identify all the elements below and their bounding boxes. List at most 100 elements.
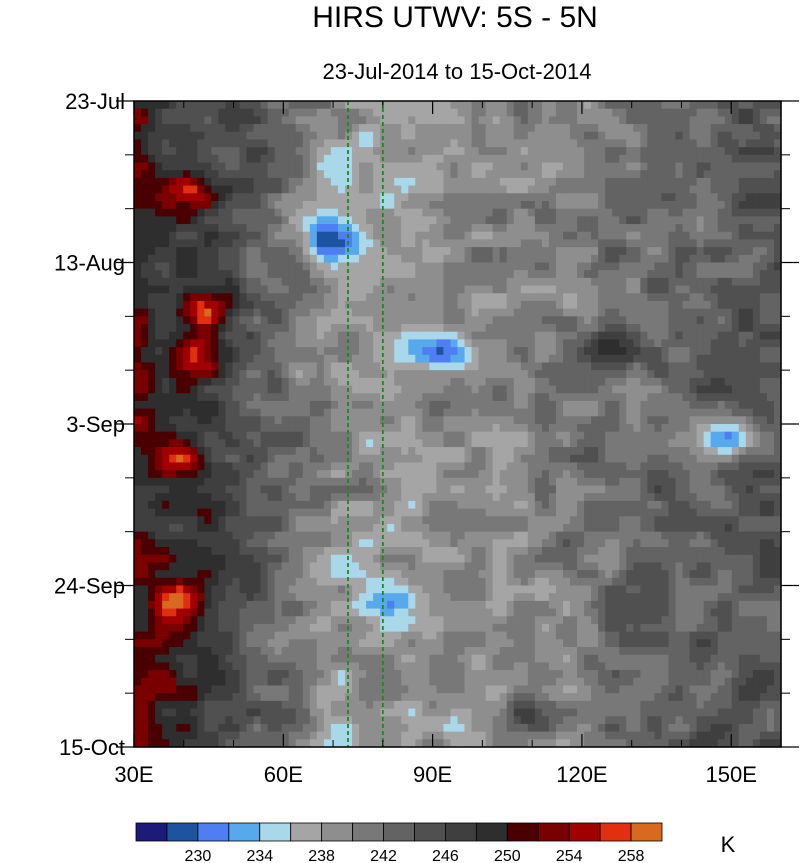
- heatmap-cell: [267, 216, 276, 225]
- heatmap-cell: [239, 101, 248, 110]
- heatmap-cell: [450, 216, 459, 225]
- heatmap-cell: [373, 293, 381, 302]
- heatmap-cell: [169, 300, 177, 310]
- heatmap-cell: [752, 116, 761, 125]
- heatmap-cell: [239, 400, 248, 410]
- heatmap-cell: [633, 316, 641, 325]
- heatmap-cell: [717, 139, 726, 148]
- heatmap-cell: [492, 231, 501, 241]
- heatmap-cell: [541, 285, 550, 294]
- heatmap-cell: [141, 470, 149, 479]
- heatmap-cell: [703, 262, 712, 271]
- heatmap-cell: [302, 300, 311, 310]
- heatmap-cell: [696, 462, 705, 471]
- heatmap-cell: [548, 339, 557, 348]
- heatmap-cell: [682, 124, 691, 133]
- heatmap-cell: [169, 400, 177, 410]
- heatmap-cell: [738, 377, 747, 387]
- heatmap-cell: [478, 408, 487, 417]
- heatmap-cell: [295, 370, 304, 379]
- heatmap-cell: [387, 154, 395, 164]
- heatmap-cell: [492, 431, 501, 440]
- heatmap-cell: [260, 108, 269, 117]
- heatmap-cell: [661, 116, 670, 125]
- heatmap-cell: [527, 154, 536, 164]
- heatmap-cell: [766, 316, 775, 325]
- heatmap-cell: [232, 324, 241, 333]
- heatmap-cell: [450, 262, 459, 271]
- heatmap-cell: [148, 116, 156, 125]
- heatmap-cell: [183, 154, 191, 164]
- heatmap-cell: [492, 393, 501, 402]
- heatmap-cell: [605, 485, 613, 494]
- heatmap-cell: [766, 293, 775, 302]
- heatmap-cell: [710, 139, 719, 148]
- heatmap-cell: [738, 362, 747, 371]
- heatmap-cell: [274, 339, 283, 348]
- heatmap-cell: [584, 108, 592, 117]
- heatmap-cell: [246, 216, 255, 225]
- heatmap-cell: [408, 477, 416, 487]
- heatmap-cell: [408, 139, 416, 148]
- heatmap-cell: [323, 162, 332, 171]
- heatmap-cell: [485, 247, 494, 256]
- heatmap-cell: [745, 254, 754, 264]
- heatmap-cell: [309, 270, 318, 279]
- heatmap-cell: [366, 231, 374, 241]
- heatmap-cell: [359, 400, 367, 410]
- heatmap-cell: [626, 270, 634, 279]
- heatmap-cell: [654, 247, 663, 256]
- heatmap-cell: [499, 385, 508, 394]
- heatmap-cell: [415, 447, 423, 456]
- heatmap-cell: [499, 285, 508, 294]
- heatmap-cell: [562, 316, 571, 325]
- heatmap-cell: [717, 500, 726, 510]
- heatmap-cell: [387, 347, 395, 356]
- heatmap-cell: [548, 231, 557, 241]
- heatmap-cell: [612, 331, 620, 340]
- heatmap-cell: [513, 477, 522, 487]
- heatmap-cell: [436, 447, 445, 456]
- heatmap-cell: [605, 101, 613, 110]
- heatmap-cell: [745, 500, 754, 510]
- heatmap-cell: [682, 347, 691, 356]
- heatmap-cell: [323, 339, 332, 348]
- heatmap-cell: [577, 277, 585, 287]
- heatmap-cell: [218, 200, 227, 210]
- heatmap-cell: [766, 339, 775, 348]
- heatmap-cell: [309, 477, 318, 487]
- heatmap-cell: [134, 224, 142, 233]
- heatmap-cell: [485, 162, 494, 171]
- heatmap-cell: [724, 493, 733, 502]
- heatmap-cell: [197, 200, 205, 210]
- heatmap-cell: [401, 139, 409, 148]
- heatmap-cell: [471, 470, 480, 479]
- heatmap-cell: [738, 285, 747, 294]
- heatmap-cell: [464, 439, 473, 448]
- heatmap-cell: [548, 431, 557, 440]
- heatmap-cell: [141, 231, 149, 241]
- heatmap-cell: [211, 400, 219, 410]
- heatmap-cell: [745, 293, 754, 302]
- heatmap-cell: [717, 470, 726, 479]
- heatmap-cell: [330, 454, 339, 464]
- heatmap-cell: [689, 493, 698, 502]
- heatmap-cell: [373, 393, 381, 402]
- heatmap-cell: [640, 177, 648, 187]
- heatmap-cell: [190, 477, 198, 487]
- heatmap-cell: [190, 139, 198, 148]
- heatmap-cell: [183, 162, 191, 171]
- heatmap-cell: [141, 331, 149, 340]
- heatmap-cell: [211, 316, 219, 325]
- heatmap-cell: [654, 362, 663, 371]
- heatmap-cell: [598, 285, 606, 294]
- heatmap-cell: [450, 293, 459, 302]
- heatmap-cell: [605, 439, 613, 448]
- heatmap-cell: [619, 108, 627, 117]
- heatmap-cell: [506, 208, 515, 217]
- heatmap-cell: [605, 285, 613, 294]
- heatmap-cell: [682, 162, 691, 171]
- heatmap-cell: [274, 408, 283, 417]
- heatmap-cell: [429, 424, 437, 433]
- heatmap-cell: [295, 124, 304, 133]
